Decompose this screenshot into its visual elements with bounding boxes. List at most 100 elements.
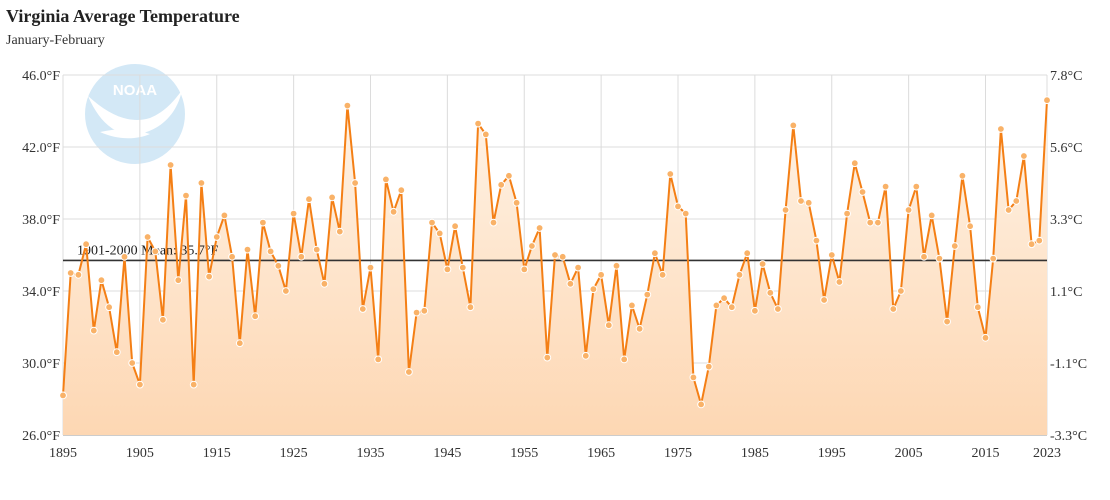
data-point-1955[interactable]	[520, 265, 529, 274]
data-point-1978[interactable]	[697, 400, 705, 409]
data-point-1963[interactable]	[581, 351, 590, 360]
data-point-1921[interactable]	[259, 218, 267, 227]
data-point-1991[interactable]	[797, 197, 805, 205]
data-point-1929[interactable]	[320, 279, 329, 288]
data-point-1949[interactable]	[474, 119, 483, 128]
data-point-2003[interactable]	[889, 305, 898, 313]
data-point-1973[interactable]	[658, 270, 667, 279]
data-point-1917[interactable]	[228, 252, 237, 261]
data-point-1980[interactable]	[712, 301, 721, 310]
data-point-1907[interactable]	[151, 247, 160, 256]
data-point-1998[interactable]	[850, 159, 859, 168]
data-point-1933[interactable]	[351, 179, 360, 187]
data-point-1971[interactable]	[643, 290, 652, 299]
data-point-1966[interactable]	[604, 321, 613, 330]
data-point-1936[interactable]	[374, 355, 383, 364]
data-point-1989[interactable]	[781, 206, 790, 214]
data-point-1939[interactable]	[397, 186, 406, 195]
data-point-2013[interactable]	[966, 222, 974, 231]
data-point-1974[interactable]	[666, 170, 675, 178]
data-point-1993[interactable]	[812, 236, 821, 245]
data-point-2005[interactable]	[904, 206, 913, 214]
data-point-1988[interactable]	[774, 305, 782, 313]
data-point-2000[interactable]	[866, 218, 875, 227]
data-point-1927[interactable]	[305, 195, 313, 204]
data-point-1960[interactable]	[558, 252, 567, 261]
data-point-1910[interactable]	[174, 276, 183, 285]
data-point-2010[interactable]	[943, 317, 951, 326]
data-point-1906[interactable]	[143, 233, 152, 241]
data-point-2023[interactable]	[1043, 96, 1051, 105]
data-point-1951[interactable]	[489, 218, 498, 227]
data-point-1938[interactable]	[389, 207, 398, 216]
data-point-2018[interactable]	[1004, 206, 1013, 214]
data-point-1967[interactable]	[612, 261, 621, 270]
data-point-1954[interactable]	[512, 198, 521, 207]
data-point-1985[interactable]	[751, 306, 759, 315]
data-point-1896[interactable]	[66, 269, 75, 277]
data-point-1984[interactable]	[743, 249, 752, 258]
data-point-1994[interactable]	[820, 296, 828, 304]
data-point-1981[interactable]	[720, 294, 728, 303]
data-point-2008[interactable]	[927, 211, 936, 220]
data-point-1898[interactable]	[82, 240, 90, 249]
data-point-1926[interactable]	[297, 252, 306, 261]
data-point-2006[interactable]	[912, 182, 921, 191]
data-point-2022[interactable]	[1035, 236, 1044, 245]
data-point-1957[interactable]	[535, 224, 544, 232]
data-point-2017[interactable]	[997, 125, 1005, 133]
data-point-1924[interactable]	[282, 287, 290, 295]
data-point-1968[interactable]	[620, 355, 629, 364]
data-point-1995[interactable]	[827, 251, 836, 259]
data-point-1958[interactable]	[543, 353, 552, 362]
data-point-1965[interactable]	[597, 270, 605, 279]
data-point-1946[interactable]	[451, 222, 460, 231]
data-point-1930[interactable]	[328, 193, 337, 202]
data-point-2014[interactable]	[973, 303, 982, 312]
data-point-1962[interactable]	[574, 263, 582, 272]
data-point-1908[interactable]	[159, 315, 167, 324]
data-point-1920[interactable]	[251, 312, 260, 321]
data-point-1899[interactable]	[89, 326, 98, 335]
data-point-1977[interactable]	[689, 373, 698, 382]
data-point-1928[interactable]	[312, 245, 321, 254]
data-point-1999[interactable]	[858, 188, 867, 196]
data-point-1950[interactable]	[481, 130, 490, 139]
data-point-1943[interactable]	[428, 218, 436, 227]
data-point-1901[interactable]	[105, 303, 113, 312]
data-point-2012[interactable]	[958, 171, 967, 180]
data-point-1983[interactable]	[735, 270, 744, 279]
data-point-1916[interactable]	[220, 211, 229, 220]
data-point-2002[interactable]	[881, 182, 890, 191]
data-point-1934[interactable]	[358, 305, 367, 313]
data-point-2007[interactable]	[920, 252, 928, 261]
data-point-2019[interactable]	[1012, 197, 1021, 205]
data-point-1905[interactable]	[136, 380, 144, 389]
data-point-2015[interactable]	[981, 333, 990, 342]
data-point-1964[interactable]	[589, 285, 598, 294]
data-point-2021[interactable]	[1027, 240, 1036, 249]
data-point-1909[interactable]	[166, 161, 175, 169]
data-point-1913[interactable]	[197, 179, 206, 187]
data-point-1932[interactable]	[343, 101, 352, 110]
data-point-1986[interactable]	[758, 260, 767, 268]
data-point-2011[interactable]	[950, 242, 959, 250]
data-point-1935[interactable]	[366, 263, 375, 272]
data-point-1922[interactable]	[266, 247, 275, 256]
data-point-1952[interactable]	[497, 180, 506, 189]
data-point-1972[interactable]	[651, 249, 659, 258]
data-point-1904[interactable]	[128, 359, 137, 367]
data-point-2009[interactable]	[935, 254, 944, 263]
data-point-1979[interactable]	[704, 362, 713, 371]
data-point-1996[interactable]	[835, 278, 844, 286]
data-point-1970[interactable]	[635, 324, 644, 333]
data-point-1956[interactable]	[528, 242, 536, 250]
data-point-1975[interactable]	[674, 202, 682, 211]
data-point-1945[interactable]	[443, 265, 452, 274]
data-point-1992[interactable]	[804, 198, 813, 207]
data-point-2016[interactable]	[989, 254, 998, 263]
data-point-1914[interactable]	[205, 272, 214, 281]
data-point-2001[interactable]	[874, 218, 882, 227]
data-point-1997[interactable]	[843, 209, 851, 218]
data-point-1947[interactable]	[458, 263, 467, 272]
